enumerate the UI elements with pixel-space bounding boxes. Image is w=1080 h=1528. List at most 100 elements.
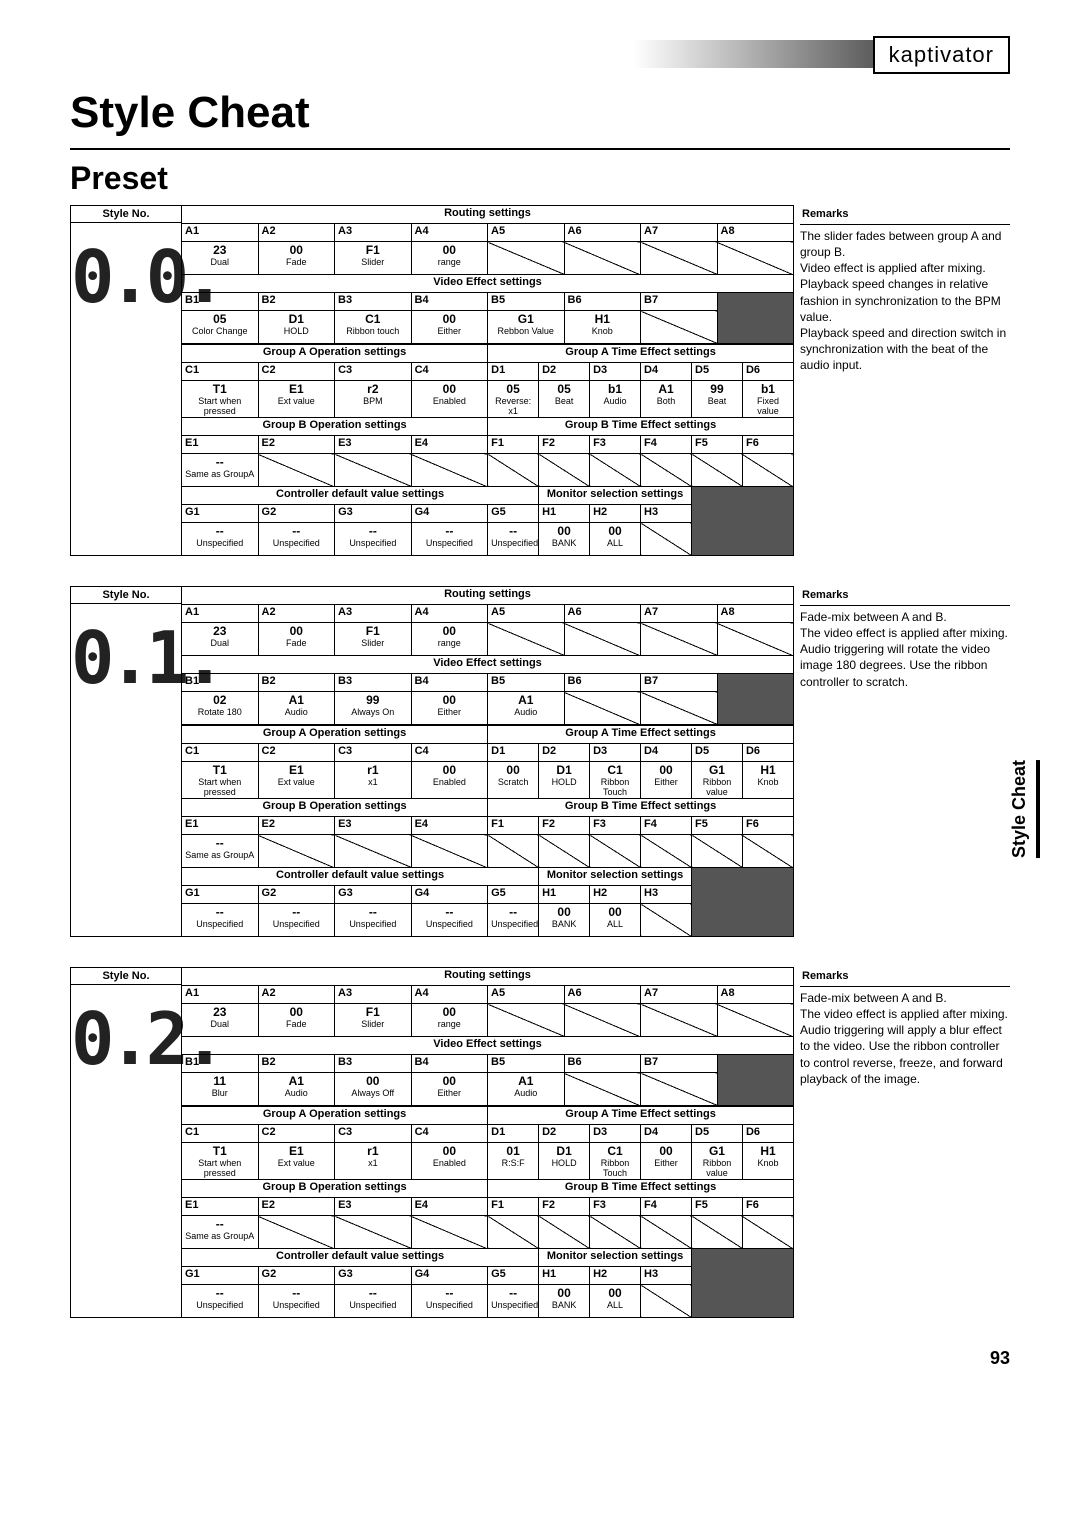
cell xyxy=(641,1004,718,1037)
col-header: E2 xyxy=(258,817,335,835)
section-header: Routing settings xyxy=(182,968,794,986)
cell: --Same as GroupA xyxy=(182,454,259,487)
col-header: F3 xyxy=(590,436,641,454)
cell: F1Slider xyxy=(335,1004,412,1037)
section-header: Group A Time Effect settings xyxy=(488,726,794,744)
remarks-column: Remarks Fade-mix between A and B.The vid… xyxy=(794,586,1010,937)
cell: G1Rebbon Value xyxy=(488,311,565,344)
cell: D1HOLD xyxy=(539,762,590,799)
cell: 05Color Change xyxy=(182,311,259,344)
col-header: B4 xyxy=(411,1055,488,1073)
cell: 05Reverse: x1 xyxy=(488,381,539,418)
cell xyxy=(641,623,718,656)
col-header: D6 xyxy=(742,1125,793,1143)
section-header: Monitor selection settings xyxy=(539,868,692,886)
col-header: G4 xyxy=(411,505,488,523)
cell: E1Ext value xyxy=(258,381,335,418)
seven-segment-display: 0.1. xyxy=(71,604,181,712)
col-header: F1 xyxy=(488,817,539,835)
col-header: G3 xyxy=(335,505,412,523)
col-header: F3 xyxy=(590,817,641,835)
section-title: Preset xyxy=(70,160,1010,197)
cell: --Unspecified xyxy=(488,904,539,937)
cell: --Unspecified xyxy=(258,523,335,556)
section-header: Group B Time Effect settings xyxy=(488,1180,794,1198)
col-header: B4 xyxy=(411,293,488,311)
col-header: D2 xyxy=(539,1125,590,1143)
col-header: B7 xyxy=(641,293,718,311)
remarks-column: Remarks The slider fades between group A… xyxy=(794,205,1010,556)
section-header: Group A Time Effect settings xyxy=(488,345,794,363)
cell: 00Fade xyxy=(258,1004,335,1037)
cell xyxy=(641,1073,718,1106)
col-header: G2 xyxy=(258,505,335,523)
col-header: D1 xyxy=(488,363,539,381)
col-header: G4 xyxy=(411,886,488,904)
col-header: A7 xyxy=(641,224,718,242)
col-header: D3 xyxy=(590,363,641,381)
col-header: B5 xyxy=(488,674,565,692)
page-number: 93 xyxy=(70,1348,1010,1369)
col-header: E1 xyxy=(182,436,259,454)
cell xyxy=(488,1004,565,1037)
col-header: E4 xyxy=(411,817,488,835)
cell xyxy=(564,1004,641,1037)
cell: T1Start when pressed xyxy=(182,762,259,799)
cell: 05Beat xyxy=(539,381,590,418)
cell: A1Audio xyxy=(258,692,335,725)
col-header: G5 xyxy=(488,886,539,904)
cell: A1Audio xyxy=(258,1073,335,1106)
col-header: A1 xyxy=(182,986,259,1004)
col-header: H3 xyxy=(641,886,692,904)
col-header: C1 xyxy=(182,1125,259,1143)
col-header: C2 xyxy=(258,363,335,381)
preset-block: Style No. 0.0. Routing settingsA1A2A3A4A… xyxy=(70,205,1010,556)
cell: 00Always Off xyxy=(335,1073,412,1106)
cell: E1Ext value xyxy=(258,1143,335,1180)
cell: r1x1 xyxy=(335,1143,412,1180)
section-header: Group B Operation settings xyxy=(182,418,488,436)
col-header: E4 xyxy=(411,1198,488,1216)
col-header: C4 xyxy=(411,744,488,762)
section-header: Monitor selection settings xyxy=(539,1249,692,1267)
cell: H1Knob xyxy=(742,762,793,799)
col-header: B5 xyxy=(488,1055,565,1073)
section-header: Group B Operation settings xyxy=(182,799,488,817)
cell: C1Ribbon Touch xyxy=(590,762,641,799)
cell: 23Dual xyxy=(182,1004,259,1037)
cell: --Unspecified xyxy=(182,904,259,937)
cell: 23Dual xyxy=(182,623,259,656)
col-header: A7 xyxy=(641,605,718,623)
cell xyxy=(717,242,794,275)
col-header: B2 xyxy=(258,1055,335,1073)
col-header: B3 xyxy=(335,293,412,311)
col-header: F2 xyxy=(539,817,590,835)
col-header: B7 xyxy=(641,674,718,692)
col-header: F5 xyxy=(692,817,743,835)
cell xyxy=(564,242,641,275)
cell: 00Either xyxy=(641,762,692,799)
cell: b1Fixed value xyxy=(742,381,793,418)
cell: 00BANK xyxy=(539,1285,590,1318)
col-header: D2 xyxy=(539,744,590,762)
cell: 99Always On xyxy=(335,692,412,725)
cell: G1Ribbon value xyxy=(692,1143,743,1180)
col-header: A6 xyxy=(564,605,641,623)
side-tab: Style Cheat xyxy=(1009,760,1040,858)
col-header: D5 xyxy=(692,363,743,381)
cell: --Same as GroupA xyxy=(182,835,259,868)
col-header: A6 xyxy=(564,986,641,1004)
col-header: E1 xyxy=(182,1198,259,1216)
brand-logo: kaptivator xyxy=(873,36,1010,74)
cell xyxy=(717,1004,794,1037)
cell: C1Ribbon Touch xyxy=(590,1143,641,1180)
col-header: D6 xyxy=(742,363,793,381)
col-header: H2 xyxy=(590,886,641,904)
cell xyxy=(488,242,565,275)
preset-block: Style No. 0.2. Routing settingsA1A2A3A4A… xyxy=(70,967,1010,1318)
seven-segment-display: 0.2. xyxy=(71,985,181,1093)
col-header: F3 xyxy=(590,1198,641,1216)
remarks-header: Remarks xyxy=(800,205,1010,225)
col-header: B6 xyxy=(564,293,641,311)
col-header: D4 xyxy=(641,1125,692,1143)
